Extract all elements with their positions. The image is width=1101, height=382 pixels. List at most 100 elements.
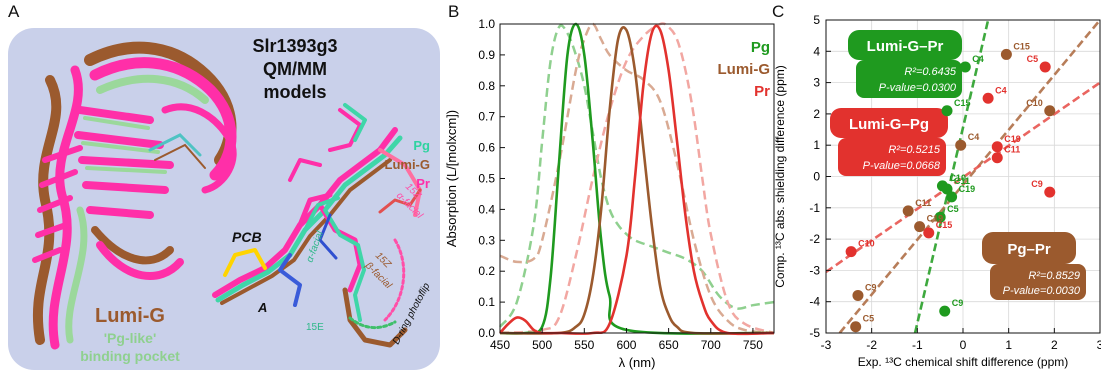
panel-a-legend-pr: Pr [416,176,430,191]
panel-c: C Lumi-G–Pr R²=0.6435 P-value=0.0300 Lum… [760,0,1101,377]
chart-c-x-tick-label: -2 [866,338,877,352]
panel-letter-a: A [8,2,20,21]
chart-c-y-tick-label: 3 [813,76,820,90]
chart-b-y-tick-label: 0.3 [478,233,495,247]
chart-c-x-label: Exp. ¹³C chemical shift difference (ppm) [858,355,1069,369]
point-lumigpr-c5 [934,211,946,223]
box-lumig-pr-title-bg [848,30,962,60]
label-15e: 15E [306,322,324,333]
panel-a-caption-line-1: 'Pg-like' [104,330,157,346]
chart-b-y-tick-label: 0.0 [478,326,495,340]
chart-b-x-tick-label: 700 [701,338,721,352]
box-lumig-pg-title: Lumi-G–Pg [849,116,929,133]
point-pgpr-c4 [982,92,994,104]
box-pg-pr-p: P-value=0.0030 [1003,285,1081,297]
chart-b-y-label: Absorption (L/[molxcm]) [444,110,459,247]
box-lumig-pr-title: Lumi-G–Pr [867,38,944,55]
panel-a-caption-title: Lumi-G [95,305,165,327]
point-lumigpg-c15 [1000,48,1012,60]
box-pg-pr-title: Pg–Pr [1007,241,1051,258]
point-lumigpg-c4 [955,139,967,151]
label-pcb: PCB [232,229,262,245]
chart-b-x-tick-label: 500 [532,338,552,352]
point-label: C15 [1013,41,1030,51]
point-label: C19 [927,214,944,224]
chart-c-x-tick-label: 3 [1097,338,1101,352]
chart-c-x-tick-label: 2 [1051,338,1058,352]
chart-b-y-tick-label: 0.2 [478,264,495,278]
panel-a-title-line-1: Slr1393g3 [252,36,337,56]
chart-b-y-tick-label: 0.1 [478,295,495,309]
chart-c-y-tick-label: -2 [809,232,820,246]
chart-c-y-tick-label: 5 [813,13,820,27]
protein-ribbon-illustration [32,41,237,350]
chart-c-y-tick-label: 0 [813,170,820,184]
point-label: C4 [995,85,1007,95]
point-label: C10 [858,239,875,249]
chart-b-y-tick-label: 0.9 [478,48,495,62]
point-label: C5 [947,204,959,214]
box-lumig-pg: Lumi-G–Pg R²=0.5215 P-value=0.0668 [830,108,948,176]
chart-c-x-tick-label: 0 [960,338,967,352]
point-label: C19 [1004,134,1021,144]
box-lumig-pg-stats-bg [838,138,946,176]
point-label: C11 [954,176,970,186]
series-pr-solid [499,24,775,336]
point-label: C9 [865,282,877,292]
chart-c-x-tick-label: 1 [1005,338,1012,352]
fit-line-lumigpr [913,20,990,333]
series-lumig-dashed [499,22,775,335]
panel-b: B 450 500 550 600 650 700 750 0.0 0.1 0.2 0.3 0.4 0.… [440,0,785,377]
point-pgpr-c9 [1044,186,1056,198]
chart-c-x-tick-label: -1 [912,338,923,352]
chart-c-y-tick-label: 1 [813,138,820,152]
label-ring-a: A [257,300,267,315]
chart-c-y-tick-label: -5 [809,326,820,340]
chart-c-y-label: Comp. ¹³C abs. shielding difference (ppm… [773,65,787,288]
series-lumig-solid [499,26,775,335]
box-lumig-pr-stats-bg [856,60,962,98]
point-lumigpr-c4 [959,61,971,73]
chart-b-y-tick-label: 0.4 [478,202,495,216]
fit-line-pgpr [826,81,1100,274]
point-label: C4 [968,132,980,142]
chart-c-y-tick-label: 2 [813,107,820,121]
point-lumigpr-c9 [939,305,951,317]
panel-a-title-line-3: models [263,82,326,102]
point-pgpr-c5 [1039,61,1051,73]
point-label: C9 [952,298,964,308]
chart-b-x-label: λ (nm) [619,355,656,370]
chart-c-y-tick-label: -1 [809,201,820,215]
chart-b-x-tick-label: 450 [490,338,510,352]
pcb-stick-model [212,103,422,348]
box-pg-pr-stats-bg [990,264,1086,300]
panel-a-caption-line-2: binding pocket [80,348,180,364]
chart-b-y-tick-label: 0.6 [478,141,495,155]
chart-b-y-tick-label: 1.0 [478,17,495,31]
box-pg-pr: Pg–Pr R²=0.8529 P-value=0.0030 [982,232,1086,300]
chart-c-y-tick-label: -4 [809,295,820,309]
point-pgpr-c19 [991,141,1003,153]
panel-letter-c: C [772,2,785,21]
panel-a-title-line-2: QM/MM [263,59,327,79]
point-label: C11 [915,198,931,208]
panel-a-legend-pg: Pg [413,138,430,153]
panel-letter-b: B [448,2,460,21]
chart-c-y-tick-label: -3 [809,263,820,277]
point-lumigpg-c9 [852,289,864,301]
point-lumigpg-c11 [902,205,914,217]
chart-b-legend-pg: Pg [751,39,770,56]
panel-a-illustration: Slr1393g3 QM/MM models Pg Lumi-G Pr PCB … [8,28,440,370]
chart-b-legend-lumig: Lumi-G [718,61,771,78]
box-lumig-pg-p: P-value=0.0668 [863,160,941,172]
point-lumigpg-c19 [914,221,926,233]
point-lumigpg-c5 [850,321,862,333]
box-pg-pr-title-bg [982,232,1076,264]
box-lumig-pr-r2: R²=0.6435 [904,66,957,78]
point-label: C19 [959,184,976,194]
point-label: C10 [949,173,966,183]
point-pgpr-c15 [923,227,935,239]
absorption-spectra-chart: 450 500 550 600 650 700 750 0.0 0.1 0.2 0.3 0.4 0.5 0… [444,17,775,370]
panel-a-legend-lumig: Lumi-G [385,157,431,172]
point-label: C4 [972,54,984,64]
